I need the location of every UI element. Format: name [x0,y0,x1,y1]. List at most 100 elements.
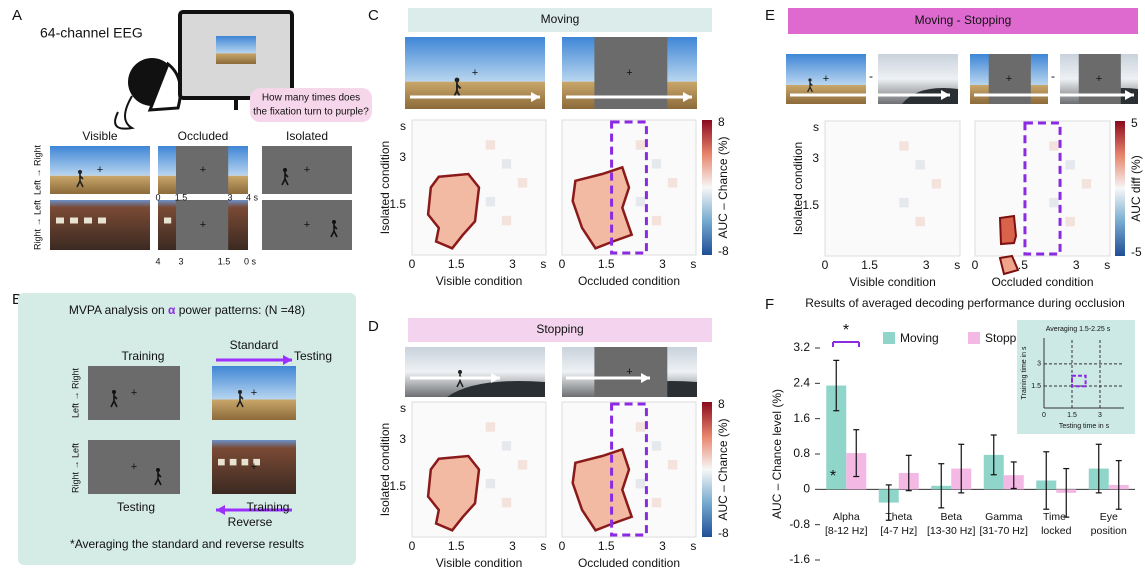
x-tick-label: s [540,539,546,553]
person [458,370,462,374]
title-part: MVPA analysis on [69,303,168,317]
window [164,218,171,224]
x-tick-label: 3 [509,539,516,553]
inset-tick: 3 [1037,361,1041,368]
y-tick-label: 3 [399,432,406,446]
colorbar-label: AUC – Chance (%) [716,136,730,238]
x-tick-label: 3 [1073,258,1080,272]
row-label: Right → Left [70,442,80,493]
fixation: + [1096,73,1102,85]
heatmap-cell [899,141,908,150]
x-tick-label: 0 [972,258,979,272]
eeg-label: 64-channel EEG [40,25,143,41]
x-axis-label: Visible condition [436,274,523,288]
header: Moving - Stopping [915,13,1012,27]
heatmap-cell [668,460,677,469]
testing-label: Testing [294,349,332,363]
column-header: Visible [82,129,117,143]
colorbar [702,120,712,255]
person [238,390,242,394]
fixation: + [131,461,137,473]
legend-swatch [968,332,980,344]
y-axis-label: Isolated condition [378,141,392,234]
heatmap-cell [518,460,527,469]
fixation: + [131,387,137,399]
fixation: + [97,164,103,176]
window [56,218,64,224]
heatmap-cell [1049,198,1058,207]
window [98,218,106,224]
x-axis-label: Visible condition [436,556,523,570]
heatmap-cell [915,217,924,226]
heatmap-cell [1082,179,1091,188]
x-tick-label: Gamma [985,511,1023,523]
window [84,218,92,224]
training-label: Training [247,500,290,514]
question: How many times does [262,93,360,104]
heatmap-cell [652,441,661,450]
heatmap-cell [1065,217,1074,226]
colorbar-tick: 8 [718,397,725,411]
heatmap-cell [932,179,941,188]
time-tick: 0 s [244,256,257,266]
photo-ground [50,176,150,194]
colorbar-tick: -8 [718,244,729,258]
fixation: + [200,164,206,176]
fixation: + [251,387,257,399]
fixation: + [626,67,632,79]
time-tick: 3 [227,192,232,202]
y-tick-label: 2.4 [793,376,810,390]
heatmap-cell [502,216,511,225]
heatmap-cell [518,178,527,187]
standard-label: Standard [230,338,279,352]
y-axis-label: Isolated condition [378,423,392,516]
row-label: Left → Right [32,144,42,195]
x-tick-label: 0 [409,539,416,553]
heatmap-cell [915,160,924,169]
x-tick-label: locked [1041,525,1072,537]
y-tick-label: 3 [812,151,819,165]
heatmap-cell [502,159,511,168]
x-tick-label: Theta [885,511,912,523]
x-tick-label: 1.5 [448,539,465,553]
x-axis-label: Occluded condition [578,274,680,288]
heatmap-cell [1049,141,1058,150]
heatmap-cell [486,422,495,431]
inset-y-label: Training time in s [1021,346,1028,400]
x-tick-label: s [954,258,960,272]
inset-x-label: Testing time in s [1059,423,1110,430]
x-tick-label: Eye [1100,511,1118,523]
x-tick-label: 3 [659,257,666,271]
testing-label: Testing [117,500,155,514]
x-tick-label: [13-30 Hz] [927,525,976,537]
fixation: + [200,219,206,231]
panel-label: F [765,296,774,313]
y-tick-label: s [400,401,406,415]
time-tick: 4 s [246,192,259,202]
colorbar-tick: -5 [1131,245,1142,259]
legend-label: Moving [900,331,939,345]
inset-title: Averaging 1.5-2.25 s [1046,326,1111,333]
y-tick-label: 1.6 [793,411,810,425]
significance-contour [1000,216,1016,244]
colorbar [1115,121,1125,256]
colorbar-tick: 8 [718,115,725,129]
x-tick-label: 1.5 [448,257,465,271]
fixation: + [304,164,310,176]
legend-swatch [883,332,895,344]
x-tick-label: 0 [409,257,416,271]
x-tick-label: 3 [509,257,516,271]
photo-building [50,200,150,250]
person [808,78,811,81]
x-tick-label: 1.5 [598,257,615,271]
significance-star: * [843,322,849,339]
colorbar-tick: -8 [718,526,729,540]
x-tick-label: s [690,539,696,553]
heatmap-cell [1065,160,1074,169]
colorbar-tick: 5 [1131,116,1138,130]
person [332,220,336,224]
time-tick: 4 [155,256,160,266]
photo-sky [216,36,256,53]
y-tick-label: s [400,119,406,133]
inset-tick: 3 [1098,412,1102,419]
